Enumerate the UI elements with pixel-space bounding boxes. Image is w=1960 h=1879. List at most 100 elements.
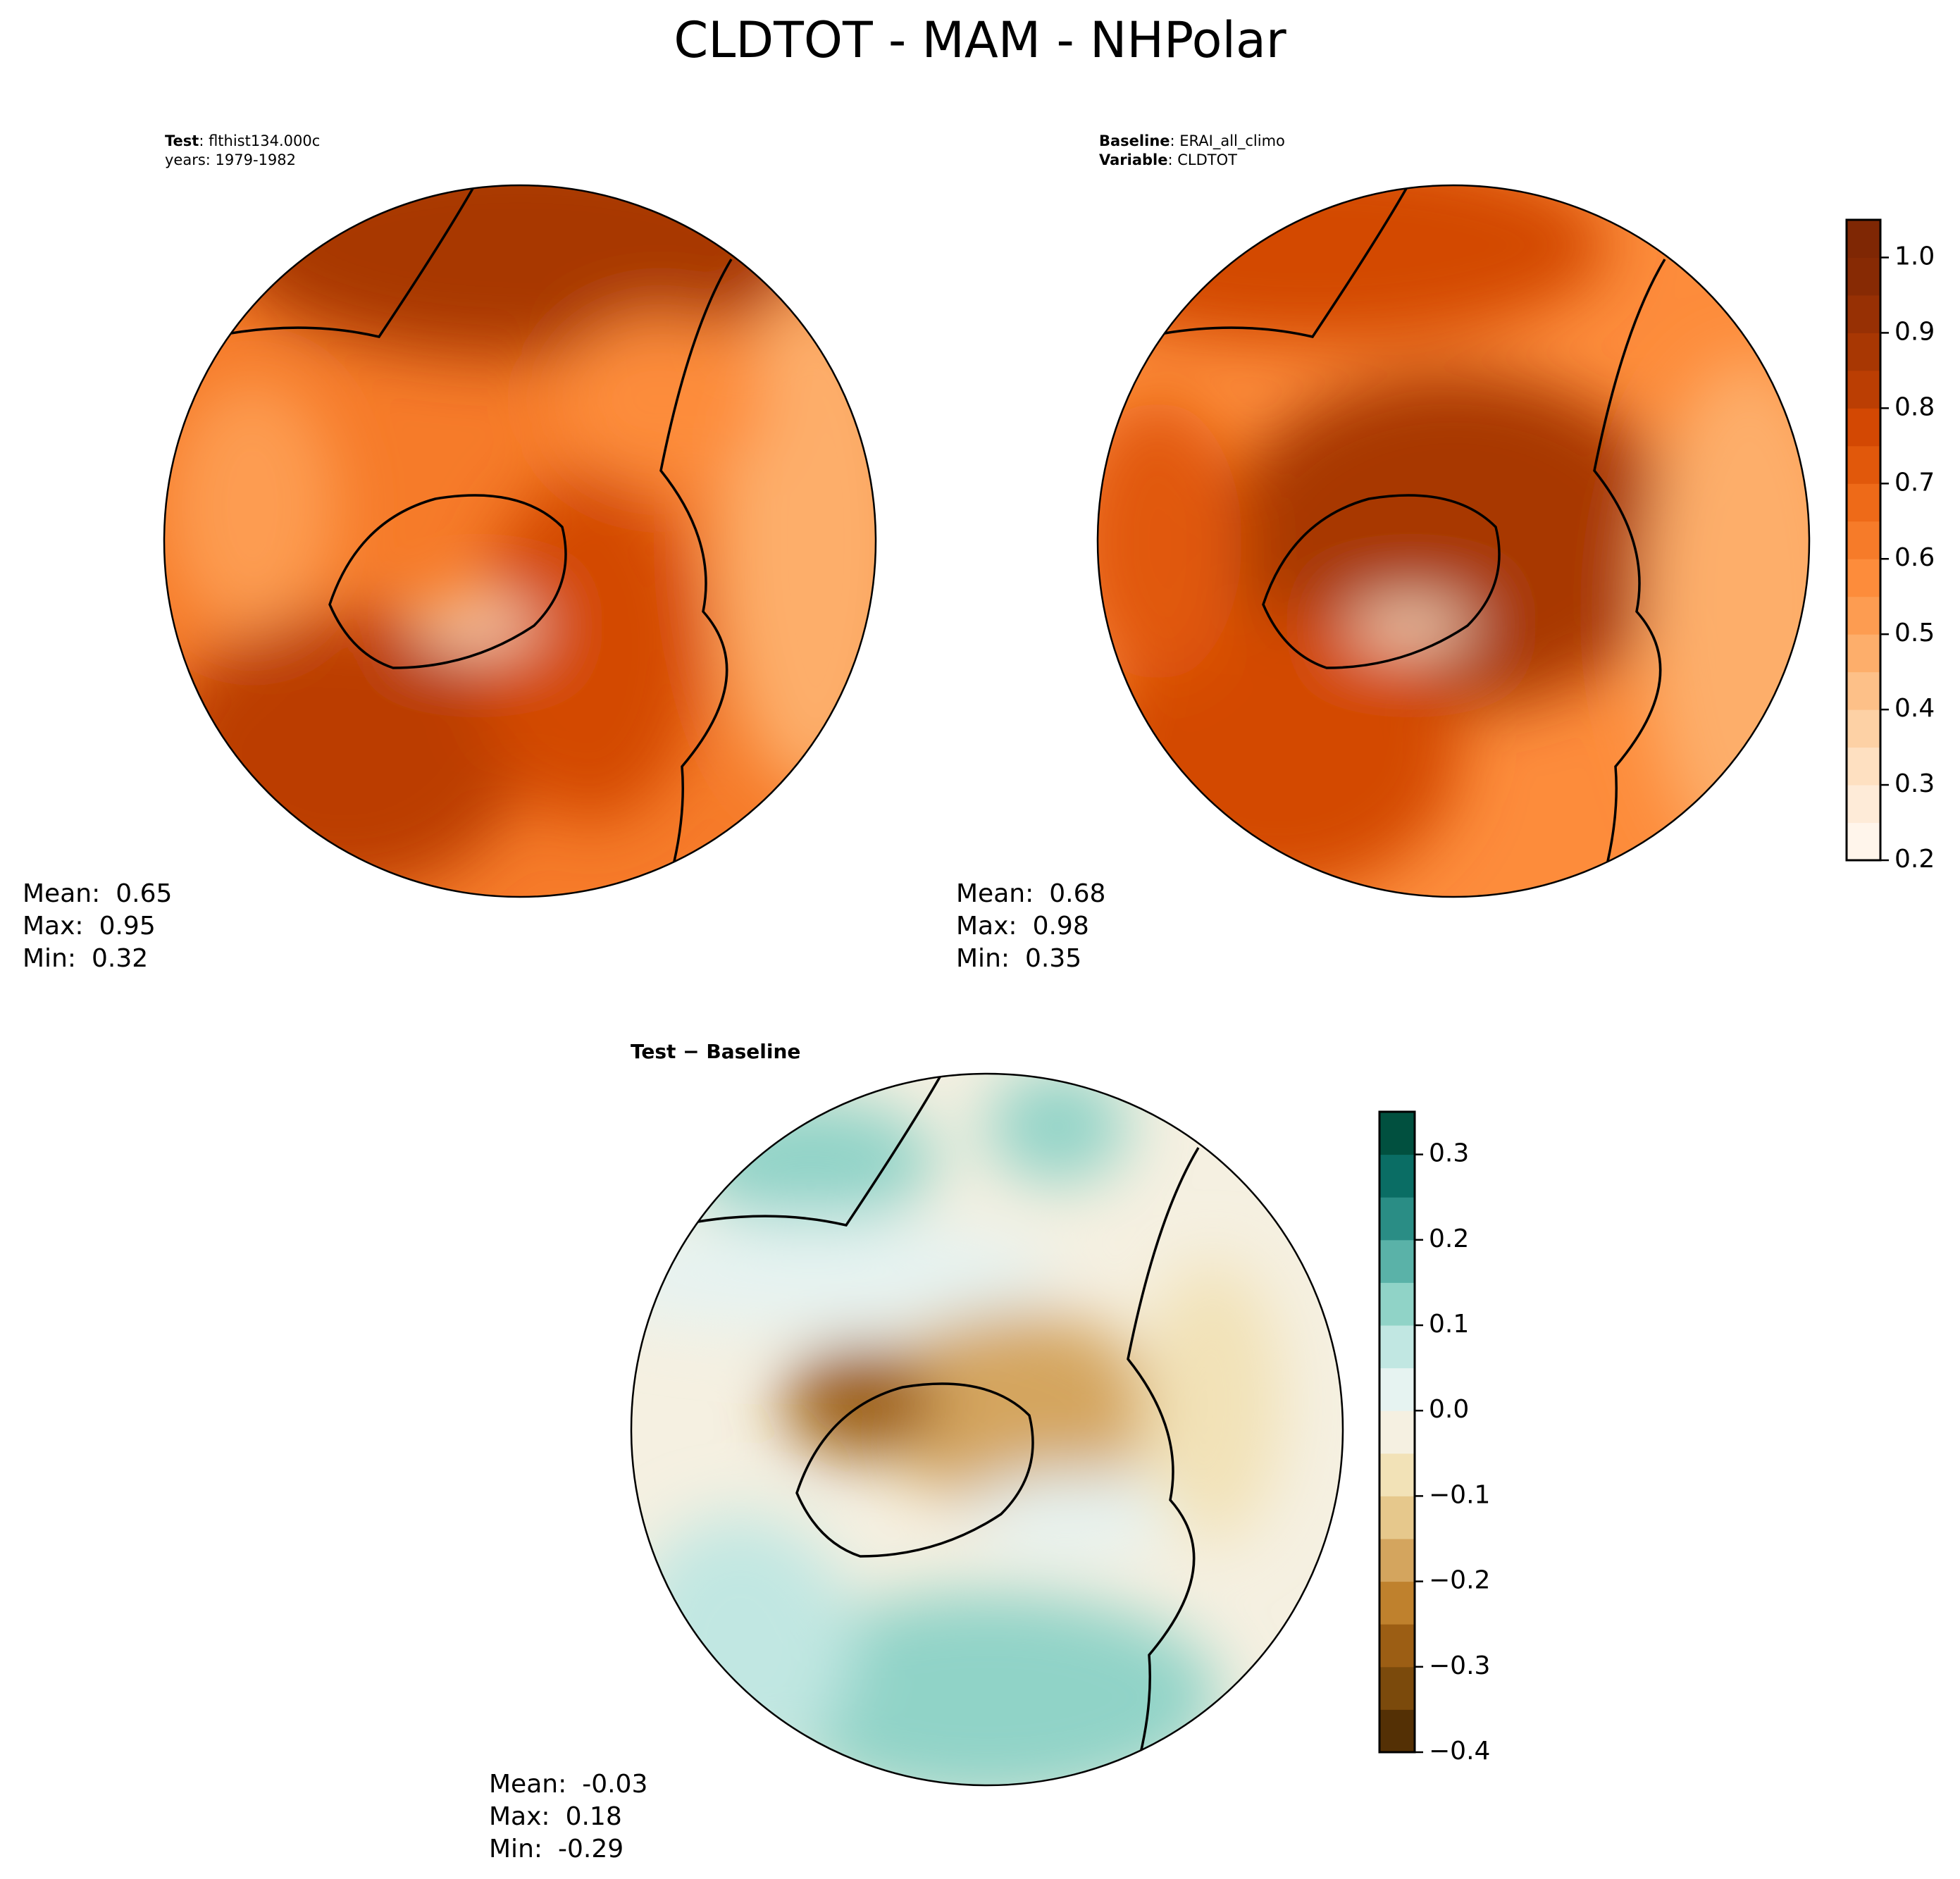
colorbar-tick-label: −0.2 bbox=[1429, 1566, 1490, 1595]
colorbar-tick-label: 0.7 bbox=[1894, 468, 1935, 497]
colorbar-tick-label: 0.2 bbox=[1894, 845, 1935, 874]
colorbar-band bbox=[1847, 785, 1880, 824]
colorbar-band bbox=[1379, 1368, 1415, 1411]
field-blob bbox=[414, 604, 541, 647]
map-field-detail bbox=[631, 1074, 1283, 1785]
panel-header: years: 1979-1982 bbox=[165, 151, 296, 168]
colorbar-band bbox=[1847, 596, 1880, 635]
stat-label: Mean: bbox=[489, 1770, 566, 1799]
field-blob bbox=[684, 1098, 938, 1225]
colorbar-band bbox=[1847, 483, 1880, 522]
field-blob bbox=[631, 1514, 853, 1768]
colorbar-tick-label: −0.3 bbox=[1429, 1651, 1490, 1680]
colorbar-band bbox=[1379, 1581, 1415, 1625]
stat-value: 0.65 bbox=[116, 879, 172, 908]
header-label: Baseline bbox=[1099, 132, 1170, 149]
stat-label: Min: bbox=[489, 1835, 542, 1864]
stat-label: Min: bbox=[956, 944, 1010, 973]
colorbar-band bbox=[1847, 822, 1880, 861]
colorbar-tick-label: 0.6 bbox=[1894, 543, 1935, 572]
colorbar-band bbox=[1847, 370, 1880, 409]
colorbar-tick-label: 0.3 bbox=[1894, 769, 1935, 798]
map bbox=[164, 185, 876, 897]
stat: Min: 0.35 bbox=[956, 944, 1081, 973]
coastline bbox=[648, 1074, 1200, 1785]
map bbox=[1098, 185, 1809, 897]
colorbar-band bbox=[1379, 1666, 1415, 1710]
field-blob bbox=[1142, 1260, 1283, 1542]
colorbar-tick-label: −0.4 bbox=[1429, 1737, 1490, 1766]
header-text: years: 1979-1982 bbox=[165, 151, 296, 168]
stat: Max: 0.18 bbox=[489, 1802, 622, 1831]
colorbar-band bbox=[1379, 1112, 1415, 1155]
stat-label: Mean: bbox=[956, 879, 1034, 908]
colorbar-band bbox=[1379, 1624, 1415, 1668]
header-label: Test bbox=[165, 132, 199, 149]
colorbar-band bbox=[1847, 445, 1880, 484]
stat-value: -0.29 bbox=[558, 1835, 624, 1864]
map-field-detail bbox=[164, 185, 876, 893]
field-blob bbox=[1644, 358, 1809, 865]
colorbar-band bbox=[1379, 1325, 1415, 1369]
field-blob bbox=[755, 1592, 1220, 1785]
colorbar-tick-label: 1.0 bbox=[1894, 242, 1935, 271]
colorbar-frame bbox=[1845, 218, 1882, 862]
colorbar-band bbox=[1847, 747, 1880, 786]
colorbar-tick-label: 0.8 bbox=[1894, 392, 1935, 421]
field-blob bbox=[168, 379, 337, 633]
colorbar-band bbox=[1847, 257, 1880, 296]
stat-value: 0.95 bbox=[99, 912, 156, 941]
colorbar-band bbox=[1847, 408, 1880, 447]
colorbar-band bbox=[1379, 1239, 1415, 1283]
colorbar-tick-label: 0.4 bbox=[1894, 694, 1935, 723]
stat-label: Min: bbox=[23, 944, 76, 973]
colorbar-tick-label: 0.1 bbox=[1429, 1310, 1469, 1339]
colorbar-band bbox=[1847, 634, 1880, 673]
colorbar-band bbox=[1379, 1282, 1415, 1326]
coastline bbox=[328, 494, 567, 669]
map-field-detail bbox=[1098, 185, 1809, 893]
stat-label: Max: bbox=[489, 1802, 550, 1831]
map bbox=[631, 1074, 1343, 1785]
colorbar-band bbox=[1847, 220, 1880, 258]
colorbar-band bbox=[1379, 1154, 1415, 1198]
field-blob bbox=[224, 185, 816, 358]
header-text: : flthist134.000c bbox=[199, 132, 320, 149]
field-blob bbox=[987, 1074, 1128, 1183]
panel-header: Test: flthist134.000c bbox=[165, 132, 320, 149]
panel-title: Test − Baseline bbox=[631, 1040, 800, 1063]
panel-header: Variable: CLDTOT bbox=[1099, 151, 1237, 168]
field-blob bbox=[631, 1218, 1057, 1331]
field-blob bbox=[966, 1472, 1177, 1556]
coastline bbox=[1115, 185, 1666, 897]
figure-title: CLDTOT - MAM - NHPolar bbox=[674, 11, 1286, 69]
field-blob bbox=[1098, 400, 1242, 682]
colorbar-tick-label: 0.5 bbox=[1894, 619, 1935, 647]
field-blob bbox=[1348, 604, 1475, 647]
field-blob bbox=[874, 1310, 1156, 1507]
map-border bbox=[630, 1072, 1344, 1787]
stat-value: 0.98 bbox=[1033, 912, 1089, 941]
stat: Max: 0.95 bbox=[23, 912, 156, 941]
field-blob bbox=[1098, 185, 1608, 344]
stat: Max: 0.98 bbox=[956, 912, 1089, 941]
colorbar-band bbox=[1847, 333, 1880, 371]
coastline bbox=[795, 1382, 1034, 1558]
colorbar-tick-label: 0.3 bbox=[1429, 1139, 1469, 1168]
colorbar-frame bbox=[1378, 1110, 1416, 1754]
panel-header: Baseline: ERAI_all_climo bbox=[1099, 132, 1285, 150]
stat-label: Max: bbox=[956, 912, 1017, 941]
coastline bbox=[1262, 494, 1501, 669]
colorbar-band bbox=[1847, 521, 1880, 559]
stat: Min: -0.29 bbox=[489, 1835, 624, 1864]
colorbar-tick-label: −0.1 bbox=[1429, 1480, 1490, 1509]
colorbar-tick-label: 0.0 bbox=[1429, 1395, 1469, 1424]
stat-value: 0.18 bbox=[566, 1802, 622, 1831]
colorbar-band bbox=[1379, 1453, 1415, 1496]
header-text: : CLDTOT bbox=[1167, 151, 1237, 168]
colorbar-tick-label: 0.2 bbox=[1429, 1224, 1469, 1253]
coastline bbox=[181, 185, 733, 897]
colorbar-tick-label: 0.9 bbox=[1894, 317, 1935, 346]
stat: Mean: 0.65 bbox=[23, 879, 172, 908]
